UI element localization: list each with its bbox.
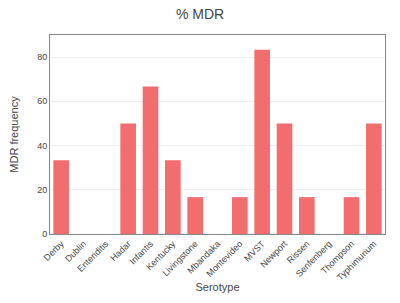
svg-text:Newport: Newport [258,238,289,269]
svg-text:Livingstone: Livingstone [160,239,199,278]
svg-text:Serotype: Serotype [195,281,239,293]
svg-text:MDR frequency: MDR frequency [8,96,20,173]
svg-text:20: 20 [37,185,47,195]
svg-text:Montevideo: Montevideo [204,239,244,279]
svg-text:Mbandaka: Mbandaka [185,239,222,276]
svg-text:Dublin: Dublin [63,239,88,264]
svg-text:80: 80 [37,52,47,62]
svg-text:60: 60 [37,96,47,106]
svg-text:Derby: Derby [42,238,66,262]
svg-text:Rissen: Rissen [285,239,312,266]
svg-text:Kentucky: Kentucky [144,238,178,272]
svg-text:% MDR: % MDR [176,6,224,22]
svg-text:Infantis: Infantis [127,238,155,266]
svg-text:MVST: MVST [242,238,267,263]
svg-text:Enteriditis: Enteriditis [75,238,110,273]
svg-text:Senfenberg: Senfenberg [294,239,334,279]
svg-text:Hadar: Hadar [108,239,132,263]
svg-text:Thompson: Thompson [319,239,356,276]
svg-text:Typhimurium: Typhimurium [335,239,378,282]
svg-text:40: 40 [37,141,47,151]
svg-text:0: 0 [42,229,47,239]
